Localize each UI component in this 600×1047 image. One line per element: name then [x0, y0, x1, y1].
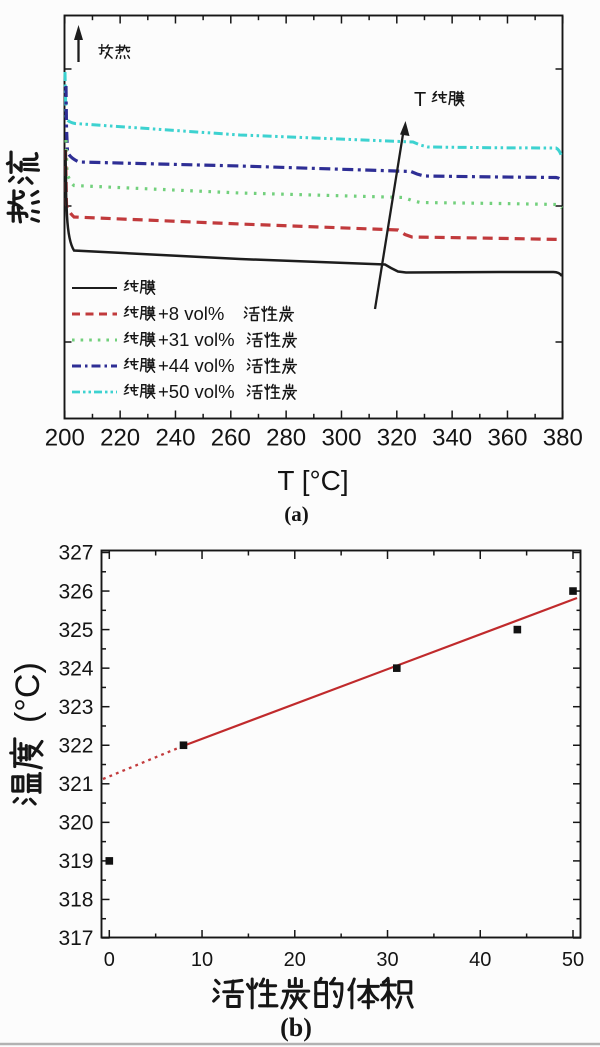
- svg-text:326: 326: [58, 580, 93, 603]
- svg-text:320: 320: [58, 812, 93, 835]
- svg-text:30: 30: [376, 949, 398, 971]
- svg-text:340: 340: [432, 425, 472, 452]
- svg-text:+31 vol%: +31 vol%: [158, 329, 235, 350]
- svg-text:T [°C]: T [°C]: [277, 465, 348, 496]
- svg-text:323: 323: [58, 696, 93, 719]
- svg-text:(a): (a): [284, 502, 309, 526]
- svg-text:+8 vol%: +8 vol%: [158, 303, 224, 324]
- svg-text:20: 20: [284, 949, 306, 971]
- svg-text:321: 321: [58, 773, 93, 796]
- svg-text:318: 318: [58, 889, 93, 912]
- svg-text:(°C): (°C): [9, 662, 47, 723]
- svg-text:40: 40: [469, 949, 491, 971]
- svg-text:+44 vol%: +44 vol%: [158, 355, 235, 376]
- svg-text:240: 240: [155, 425, 195, 452]
- svg-text:10: 10: [191, 949, 213, 971]
- svg-text:220: 220: [100, 425, 140, 452]
- svg-text:324: 324: [58, 657, 93, 680]
- svg-text:322: 322: [58, 734, 93, 757]
- svg-text:(b): (b): [280, 1013, 312, 1042]
- svg-text:380: 380: [543, 425, 583, 452]
- svg-text:0: 0: [104, 949, 115, 971]
- svg-text:200: 200: [45, 425, 85, 452]
- svg-text:260: 260: [211, 425, 251, 452]
- svg-text:320: 320: [377, 425, 417, 452]
- svg-text:280: 280: [266, 425, 306, 452]
- svg-text:325: 325: [58, 619, 93, 642]
- svg-text:360: 360: [487, 425, 527, 452]
- svg-text:317: 317: [58, 927, 93, 950]
- svg-text:300: 300: [321, 425, 361, 452]
- svg-text:319: 319: [58, 850, 93, 873]
- svg-text:T: T: [414, 89, 426, 111]
- svg-text:+50 vol%: +50 vol%: [158, 381, 235, 402]
- svg-text:50: 50: [562, 949, 584, 971]
- svg-text:327: 327: [58, 542, 93, 565]
